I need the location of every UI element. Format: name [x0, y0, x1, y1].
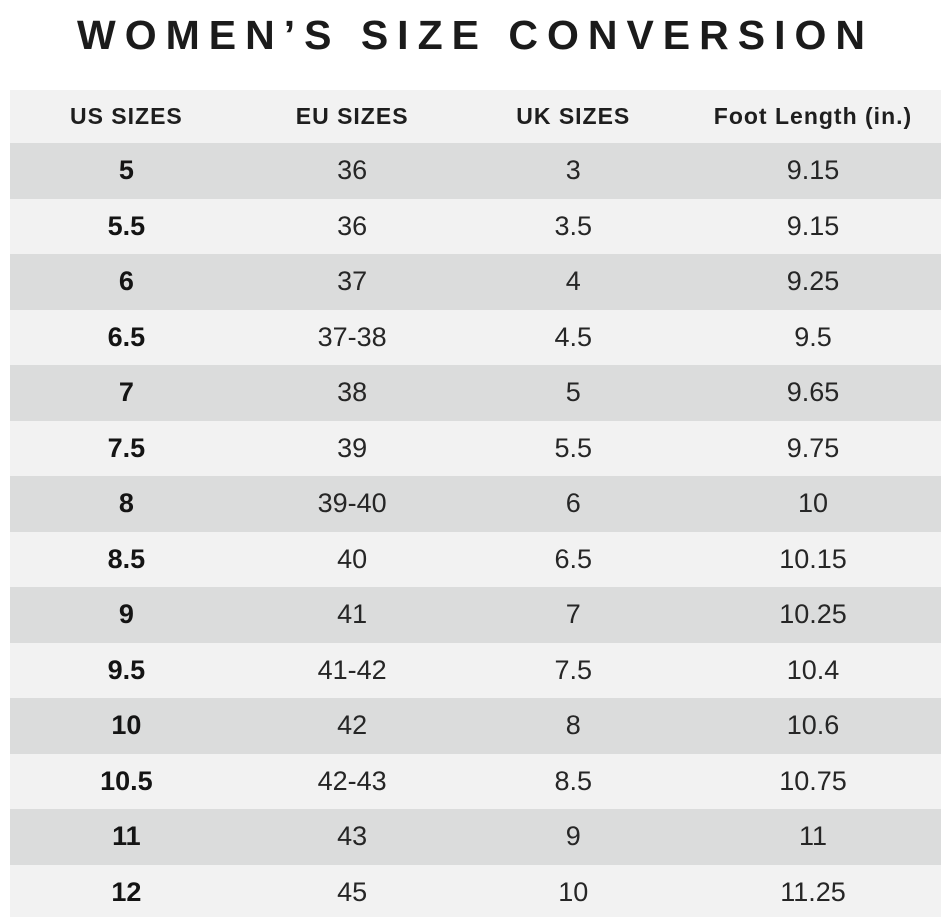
- us-size-cell: 8.5: [107, 543, 146, 574]
- eu-size-cell: 37: [337, 266, 368, 297]
- us-size-cell: 5: [118, 155, 134, 186]
- uk-size-cell: 10: [558, 876, 589, 907]
- us-size-cell: 5.5: [107, 210, 146, 241]
- foot-length-cell: 11: [798, 821, 827, 852]
- eu-size-cell: 36: [337, 155, 368, 186]
- eu-size-cell: 39-40: [317, 488, 387, 519]
- eu-size-cell: 39: [337, 432, 368, 463]
- eu-size-cell: 45: [337, 876, 368, 907]
- table-row: 12 45 10 11.25: [10, 864, 941, 917]
- foot-length-cell: 9.75: [786, 432, 840, 463]
- table-row: 8.5 40 6.5 10.15: [10, 531, 941, 587]
- table-row: 7 38 5 9.65: [10, 365, 941, 421]
- eu-size-cell: 38: [337, 377, 368, 408]
- header-foot-length: Foot Length (in.): [713, 103, 913, 129]
- table-row: 6.5 37-38 4.5 9.5: [10, 309, 941, 365]
- foot-length-cell: 10.75: [779, 765, 847, 796]
- eu-size-cell: 41: [337, 599, 368, 630]
- table-row: 10 42 8 10.6: [10, 698, 941, 754]
- foot-length-cell: 9.25: [786, 266, 840, 297]
- size-conversion-table: US SIZES EU SIZES UK SIZES Foot Length (…: [10, 90, 941, 917]
- us-size-cell: 6.5: [107, 321, 146, 352]
- foot-length-cell: 9.15: [786, 155, 840, 186]
- uk-size-cell: 5.5: [554, 432, 593, 463]
- uk-size-cell: 6.5: [554, 543, 593, 574]
- foot-length-cell: 10.6: [786, 710, 840, 741]
- table-row: 6 37 4 9.25: [10, 254, 941, 310]
- uk-size-cell: 5: [565, 377, 581, 408]
- eu-size-cell: 40: [337, 543, 368, 574]
- uk-size-cell: 7.5: [554, 654, 593, 685]
- header-uk-sizes: UK SIZES: [516, 103, 631, 129]
- page-title: WOMEN’S SIZE CONVERSION: [77, 12, 874, 58]
- title-area: WOMEN’S SIZE CONVERSION: [0, 0, 951, 90]
- us-size-cell: 9: [118, 599, 134, 630]
- us-size-cell: 7.5: [107, 432, 146, 463]
- us-size-cell: 10: [111, 710, 142, 741]
- table-row: 5 36 3 9.15: [10, 143, 941, 199]
- header-us-sizes: US SIZES: [69, 103, 183, 129]
- table-body: 5 36 3 9.15 5.5 36 3.5 9.15 6 37 4 9.25 …: [10, 143, 941, 917]
- table-row: 9 41 7 10.25: [10, 587, 941, 643]
- uk-size-cell: 6: [565, 488, 581, 519]
- us-size-cell: 7: [118, 377, 134, 408]
- eu-size-cell: 37-38: [317, 321, 387, 352]
- table-row: 8 39-40 6 10: [10, 476, 941, 532]
- eu-size-cell: 42-43: [317, 765, 387, 796]
- foot-length-cell: 10.15: [779, 543, 847, 574]
- uk-size-cell: 8.5: [554, 765, 593, 796]
- uk-size-cell: 3: [565, 155, 581, 186]
- foot-length-cell: 9.5: [794, 321, 832, 352]
- table-row: 11 43 9 11: [10, 809, 941, 865]
- foot-length-cell: 10.25: [779, 599, 847, 630]
- foot-length-cell: 9.15: [786, 210, 840, 241]
- table-row: 7.5 39 5.5 9.75: [10, 420, 941, 476]
- foot-length-cell: 11.25: [780, 876, 846, 907]
- us-size-cell: 6: [118, 266, 134, 297]
- uk-size-cell: 7: [565, 599, 581, 630]
- uk-size-cell: 8: [565, 710, 581, 741]
- eu-size-cell: 42: [337, 710, 368, 741]
- uk-size-cell: 4.5: [554, 321, 593, 352]
- uk-size-cell: 4: [565, 266, 581, 297]
- us-size-cell: 11: [112, 821, 141, 852]
- header-eu-sizes: EU SIZES: [295, 103, 409, 129]
- uk-size-cell: 3.5: [554, 210, 593, 241]
- eu-size-cell: 36: [337, 210, 368, 241]
- eu-size-cell: 43: [337, 821, 368, 852]
- table-row: 5.5 36 3.5 9.15: [10, 198, 941, 254]
- us-size-cell: 10.5: [100, 765, 153, 796]
- foot-length-cell: 9.65: [786, 377, 840, 408]
- uk-size-cell: 9: [565, 821, 581, 852]
- us-size-cell: 12: [111, 876, 142, 907]
- table-row: 9.5 41-42 7.5 10.4: [10, 642, 941, 698]
- table-header-row: US SIZES EU SIZES UK SIZES Foot Length (…: [10, 90, 941, 143]
- foot-length-cell: 10: [797, 488, 828, 519]
- us-size-cell: 8: [118, 488, 134, 519]
- foot-length-cell: 10.4: [786, 654, 840, 685]
- eu-size-cell: 41-42: [317, 654, 387, 685]
- table-row: 10.5 42-43 8.5 10.75: [10, 753, 941, 809]
- us-size-cell: 9.5: [107, 654, 146, 685]
